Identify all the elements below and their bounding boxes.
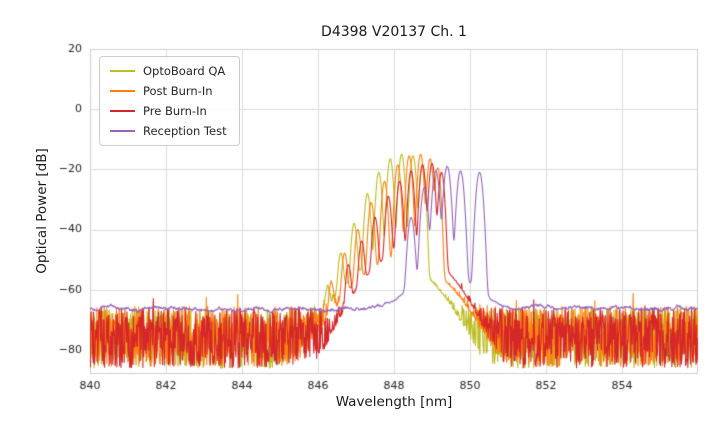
legend-item: Reception Test [110, 124, 227, 138]
legend-line-swatch [110, 90, 135, 92]
legend-item-label: OptoBoard QA [143, 64, 226, 78]
legend-line-swatch [110, 110, 135, 112]
legend: OptoBoard QA Post Burn-In Pre Burn-In Recep… [99, 56, 240, 146]
legend-line-swatch [110, 70, 135, 72]
legend-item-label: Pre Burn-In [143, 104, 207, 118]
x-axis-label: Wavelength [nm] [335, 394, 453, 410]
y-axis-label: Optical Power [dB] [34, 148, 50, 274]
legend-item: OptoBoard QA [110, 64, 227, 78]
legend-item-label: Post Burn-In [143, 84, 213, 98]
legend-item-label: Reception Test [143, 124, 227, 138]
legend-item: Post Burn-In [110, 84, 227, 98]
legend-line-swatch [110, 130, 135, 132]
legend-item: Pre Burn-In [110, 104, 227, 118]
chart-title: D4398 V20137 Ch. 1 [321, 24, 467, 40]
